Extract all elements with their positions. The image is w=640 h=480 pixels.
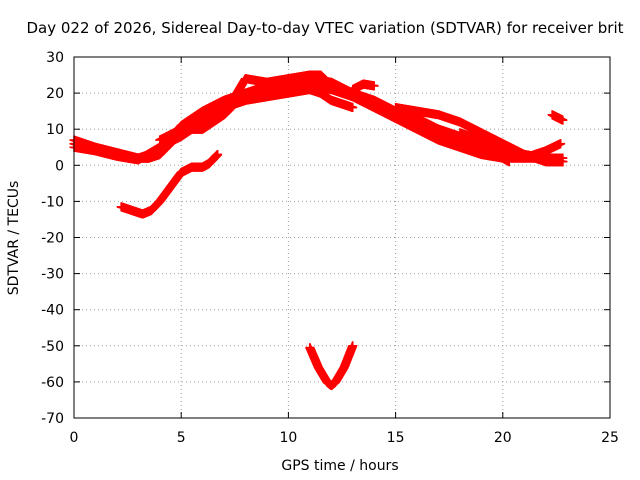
x-axis: 0 5 10 15 20 25 (70, 57, 619, 446)
x-tick-label: 25 (601, 430, 619, 446)
y-tick-label: -10 (41, 194, 64, 210)
chart-title: Day 022 of 2026, Sidereal Day-to-day VTE… (26, 19, 623, 37)
series-track-10 (547, 110, 568, 125)
data-point (556, 139, 566, 149)
data-point (348, 103, 358, 113)
series-track-9 (487, 142, 561, 167)
data-point (369, 81, 379, 91)
y-tick-label: -30 (41, 267, 64, 283)
y-tick-label: -70 (41, 411, 64, 427)
x-tick-label: 5 (177, 430, 186, 446)
y-tick-label: 0 (55, 158, 64, 174)
series-track-6 (348, 79, 379, 94)
data-point (213, 149, 223, 159)
y-tick-label: -60 (41, 375, 64, 391)
data-point (348, 341, 358, 351)
data-point (551, 157, 561, 167)
y-tick-label: 20 (46, 86, 64, 102)
series-track-4 (155, 84, 358, 145)
y-axis-label: SDTVAR / TECUs (6, 181, 22, 296)
y-tick-label: 10 (46, 122, 64, 138)
x-tick-label: 15 (387, 430, 405, 446)
x-tick-label: 10 (279, 430, 297, 446)
x-tick-label: 0 (70, 430, 79, 446)
x-tick-label: 20 (494, 430, 512, 446)
data-points (69, 70, 568, 391)
y-axis: -70 -60 -50 -40 -30 -20 -10 0 10 20 30 (41, 50, 610, 427)
y-tick-label: -40 (41, 303, 64, 319)
y-tick-label: -20 (41, 231, 64, 247)
series-track-11 (116, 149, 223, 219)
y-tick-label: -50 (41, 339, 64, 355)
data-point (558, 115, 568, 125)
y-tick-label: 30 (46, 50, 64, 66)
series-track-3 (69, 70, 566, 165)
series-track-12 (305, 341, 358, 391)
x-axis-label: GPS time / hours (281, 458, 398, 474)
